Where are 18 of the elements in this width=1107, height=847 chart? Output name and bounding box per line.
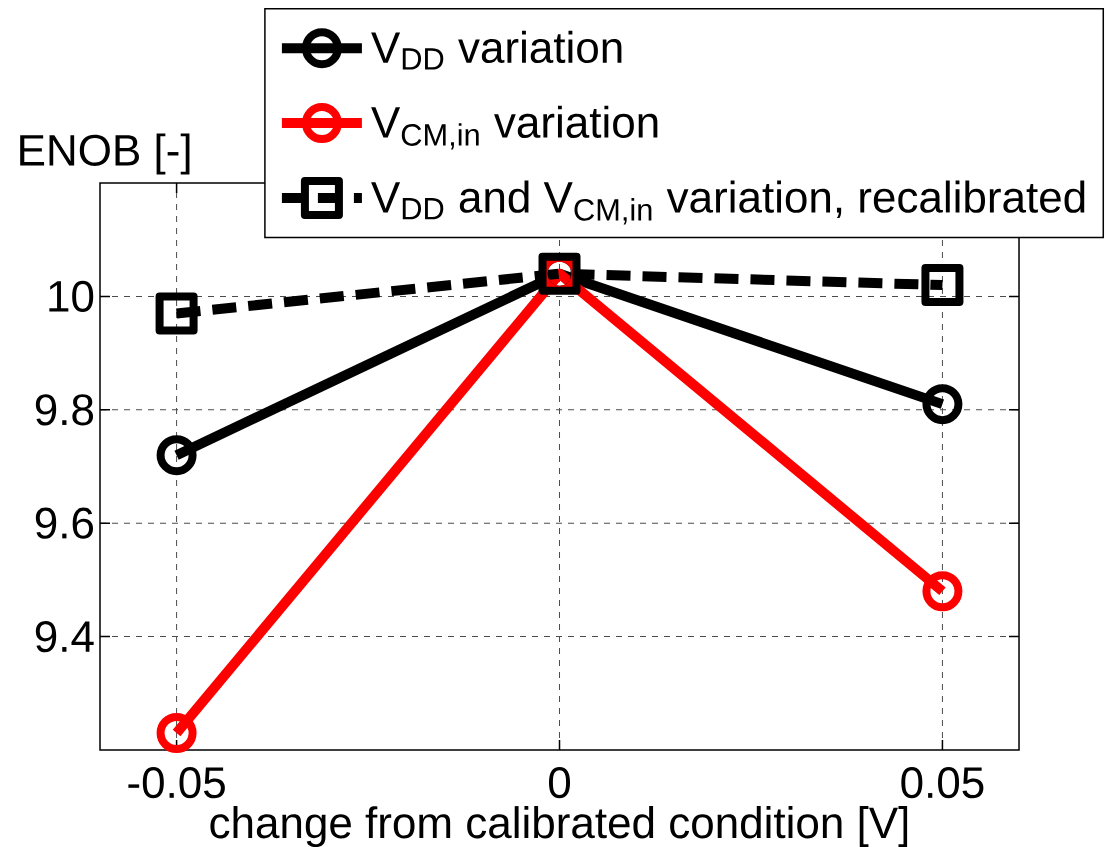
y-tick-label: 9.4: [35, 621, 94, 653]
y-tick-label: 9.8: [35, 394, 94, 426]
point: [922, 384, 963, 425]
legend-label: V$_{DD}$ variation: [371, 30, 622, 70]
y-axis-title: ENOB [-]: [20, 133, 190, 175]
point: [156, 435, 197, 476]
point: [156, 712, 197, 753]
y-tick-label: 9.6: [35, 507, 94, 539]
legend-label: V$_{CM,in}$ variation: [371, 105, 658, 150]
x-tick-label: 0.05: [901, 767, 984, 799]
point: [155, 292, 198, 335]
point: [921, 264, 964, 307]
point: [922, 571, 963, 612]
legend-label: V$_{DD}$ and V$_{CM,in}$ variation, recalibrated: [371, 180, 1085, 225]
x-axis-title: change from calibrated condition [V]: [210, 806, 908, 847]
x-tick-label: -0.05: [128, 767, 225, 799]
x-tick-label: 0: [549, 767, 571, 799]
y-tick-label: 10: [49, 280, 94, 312]
